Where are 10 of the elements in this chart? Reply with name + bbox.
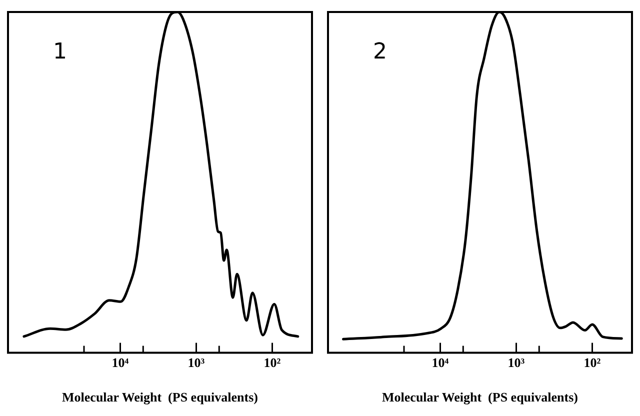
x-tick-label: 10³ — [508, 354, 525, 370]
x-tick-label: 10⁴ — [432, 354, 449, 370]
x-axis-title: Molecular Weight (PS equivalents) — [62, 390, 258, 405]
x-tick-label: 10² — [584, 354, 601, 370]
x-tick-label: 10⁴ — [112, 354, 129, 370]
x-tick-label: 10³ — [188, 354, 205, 370]
x-tick-label: 10² — [264, 354, 281, 370]
annotation: 1 — [53, 40, 67, 65]
annotation: 2 — [373, 40, 387, 65]
x-axis-title: Molecular Weight (PS equivalents) — [382, 390, 578, 405]
